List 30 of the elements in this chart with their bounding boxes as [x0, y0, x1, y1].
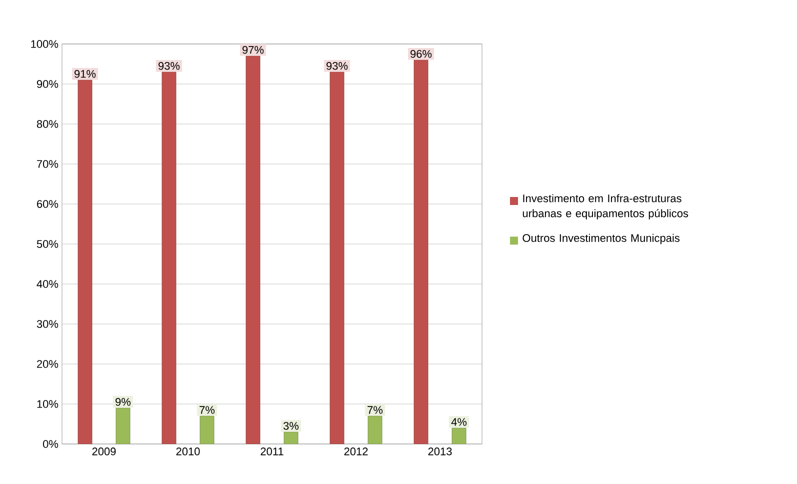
- legend-label: Outros Investimentos Municpais: [522, 234, 680, 244]
- data-label: 9%: [116, 398, 131, 406]
- y-tick-label: 100%: [31, 40, 58, 48]
- x-tick-label: 2011: [260, 448, 284, 456]
- y-tick-label: 10%: [37, 400, 58, 408]
- y-tick-label: 90%: [36, 80, 58, 88]
- data-label: 7%: [200, 406, 215, 414]
- bar: [284, 432, 298, 444]
- y-tick-label: 0%: [43, 440, 58, 448]
- y-tick-label: 20%: [37, 360, 58, 368]
- legend-label: Investimento em Infra-estruturas urbanas e equipamentos públicos: [522, 194, 688, 220]
- x-tick-label: 2010: [176, 448, 200, 456]
- y-tick-label: 40%: [36, 280, 58, 288]
- y-tick-label: 80%: [36, 120, 58, 128]
- data-label: 93%: [158, 62, 180, 70]
- y-tick-label: 70%: [37, 160, 58, 168]
- data-label: 7%: [368, 406, 383, 414]
- y-tick-label: 50%: [36, 240, 58, 248]
- data-label: 97%: [242, 46, 264, 54]
- bar: [452, 428, 466, 444]
- data-label: 93%: [326, 62, 348, 70]
- y-tick-label: 30%: [36, 320, 58, 328]
- x-tick-label: 2012: [344, 448, 368, 456]
- data-label: 91%: [74, 70, 96, 78]
- y-tick-label: 60%: [37, 200, 58, 208]
- data-label: 3%: [283, 422, 299, 430]
- data-label: 96%: [410, 50, 432, 58]
- data-label: 4%: [451, 418, 467, 426]
- x-tick-label: 2013: [428, 448, 452, 456]
- x-tick-label: 2009: [92, 448, 116, 456]
